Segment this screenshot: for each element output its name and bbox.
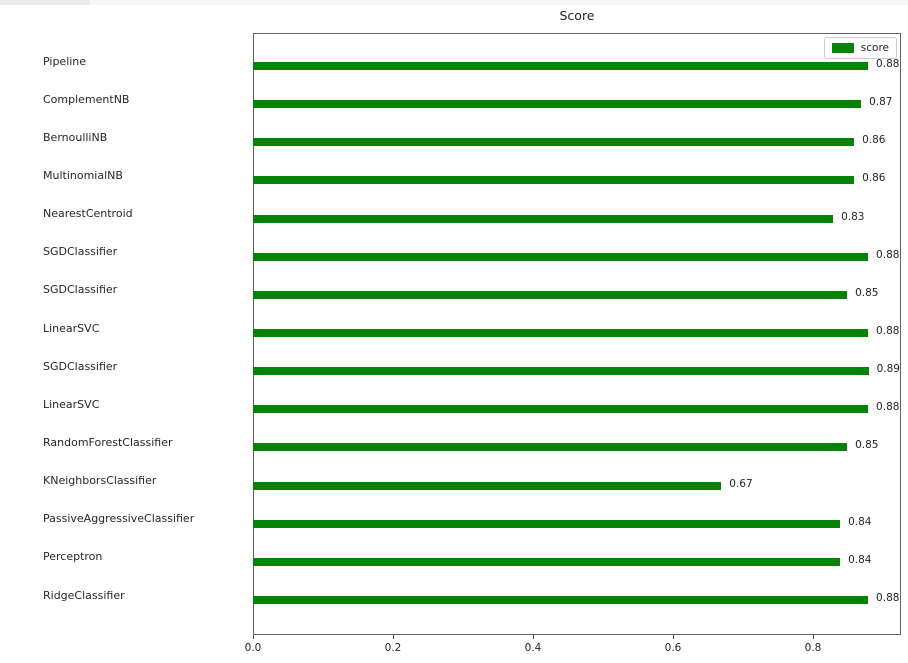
legend-label: score xyxy=(860,42,889,54)
bar-value-label: 0.88 xyxy=(876,248,900,261)
x-tick-mark xyxy=(392,635,394,639)
bar-rows: Pipeline 0.88 ComplementNB 0.87 BernoulliNB 0… xyxy=(0,47,900,619)
chart-row: LinearSVC 0.88 xyxy=(0,390,900,428)
chart-row: NearestCentroid 0.83 xyxy=(0,200,900,238)
category-label: Perceptron xyxy=(43,550,103,564)
score-bar xyxy=(253,557,841,566)
category-label: KNeighborsClassifier xyxy=(43,474,157,488)
score-bar xyxy=(253,596,869,605)
score-bar xyxy=(253,62,869,71)
score-bar xyxy=(253,176,855,185)
bar-value-label: 0.86 xyxy=(862,172,886,185)
bar-value-label: 0.85 xyxy=(855,439,879,452)
category-label: LinearSVC xyxy=(43,321,100,335)
bar-value-label: 0.67 xyxy=(729,477,753,490)
bar-track: 0.86 xyxy=(253,161,900,199)
category-label: BernoulliNB xyxy=(43,130,108,144)
bar-track: 0.88 xyxy=(253,238,900,276)
chart-row: Pipeline 0.88 xyxy=(0,47,900,85)
bar-track: 0.86 xyxy=(253,123,900,161)
score-bar xyxy=(253,367,869,376)
category-label: SGDClassifier xyxy=(43,283,118,297)
bar-track: 0.89 xyxy=(253,352,900,390)
x-tick-mark xyxy=(252,635,254,639)
category-label: RandomForestClassifier xyxy=(43,435,173,449)
bar-value-label: 0.88 xyxy=(876,401,900,414)
score-bar xyxy=(253,214,834,223)
window-top-strip xyxy=(0,0,908,5)
score-bar xyxy=(253,329,869,338)
bar-value-label: 0.87 xyxy=(869,96,893,109)
chart-title: Score xyxy=(559,8,595,23)
bar-track: 0.88 xyxy=(253,47,900,85)
chart-row: ComplementNB 0.87 xyxy=(0,85,900,123)
legend: score xyxy=(823,37,897,59)
chart-row: PassiveAggressiveClassifier 0.84 xyxy=(0,505,900,543)
chart-row: MultinomialNB 0.86 xyxy=(0,161,900,199)
x-tick-mark xyxy=(812,635,814,639)
category-label: Pipeline xyxy=(43,54,87,68)
bar-value-label: 0.84 xyxy=(848,553,872,566)
category-label: MultinomialNB xyxy=(43,168,123,182)
window-top-strip-segment xyxy=(0,0,90,5)
bar-track: 0.84 xyxy=(253,543,900,581)
bar-track: 0.83 xyxy=(253,200,900,238)
score-bar xyxy=(253,252,869,261)
bar-value-label: 0.86 xyxy=(862,134,886,147)
chart-row: SGDClassifier 0.89 xyxy=(0,352,900,390)
category-label: ComplementNB xyxy=(43,92,130,106)
x-tick-label: 0.0 xyxy=(244,642,262,654)
x-tick-mark xyxy=(532,635,534,639)
bar-value-label: 0.84 xyxy=(848,515,872,528)
category-label: NearestCentroid xyxy=(43,207,133,221)
bar-track: 0.85 xyxy=(253,276,900,314)
bar-value-label: 0.83 xyxy=(841,210,865,223)
bar-track: 0.88 xyxy=(253,581,900,619)
chart-row: RandomForestClassifier 0.85 xyxy=(0,428,900,466)
score-bar xyxy=(253,100,862,109)
score-bar xyxy=(253,290,848,299)
bar-value-label: 0.88 xyxy=(876,592,900,605)
chart-row: RidgeClassifier 0.88 xyxy=(0,581,900,619)
bar-track: 0.67 xyxy=(253,467,900,505)
category-label: LinearSVC xyxy=(43,397,100,411)
chart-row: SGDClassifier 0.88 xyxy=(0,238,900,276)
bar-track: 0.87 xyxy=(253,85,900,123)
bar-value-label: 0.89 xyxy=(876,363,900,376)
category-label: PassiveAggressiveClassifier xyxy=(43,512,195,526)
x-tick-mark xyxy=(672,635,674,639)
bar-track: 0.88 xyxy=(253,390,900,428)
x-axis: 0.0 0.2 0.4 0.6 0.8 xyxy=(245,634,901,660)
bar-value-label: 0.88 xyxy=(876,325,900,338)
x-tick-label: 0.8 xyxy=(804,642,822,654)
legend-swatch-icon xyxy=(831,43,854,53)
score-bar xyxy=(253,519,841,528)
category-label: RidgeClassifier xyxy=(43,588,125,602)
score-bar xyxy=(253,481,722,490)
score-bar xyxy=(253,405,869,414)
chart-row: Perceptron 0.84 xyxy=(0,543,900,581)
bar-track: 0.85 xyxy=(253,428,900,466)
score-bar xyxy=(253,443,848,452)
category-label: SGDClassifier xyxy=(43,245,118,259)
chart-row: SGDClassifier 0.85 xyxy=(0,276,900,314)
x-tick-label: 0.2 xyxy=(384,642,402,654)
bar-track: 0.84 xyxy=(253,505,900,543)
bar-value-label: 0.85 xyxy=(855,286,879,299)
bar-track: 0.88 xyxy=(253,314,900,352)
x-tick-label: 0.6 xyxy=(664,642,682,654)
chart-row: LinearSVC 0.88 xyxy=(0,314,900,352)
chart-row: BernoulliNB 0.86 xyxy=(0,123,900,161)
bar-value-label: 0.88 xyxy=(876,58,900,71)
score-bar xyxy=(253,138,855,147)
category-label: SGDClassifier xyxy=(43,359,118,373)
chart-row: KNeighborsClassifier 0.67 xyxy=(0,467,900,505)
x-tick-label: 0.4 xyxy=(524,642,542,654)
